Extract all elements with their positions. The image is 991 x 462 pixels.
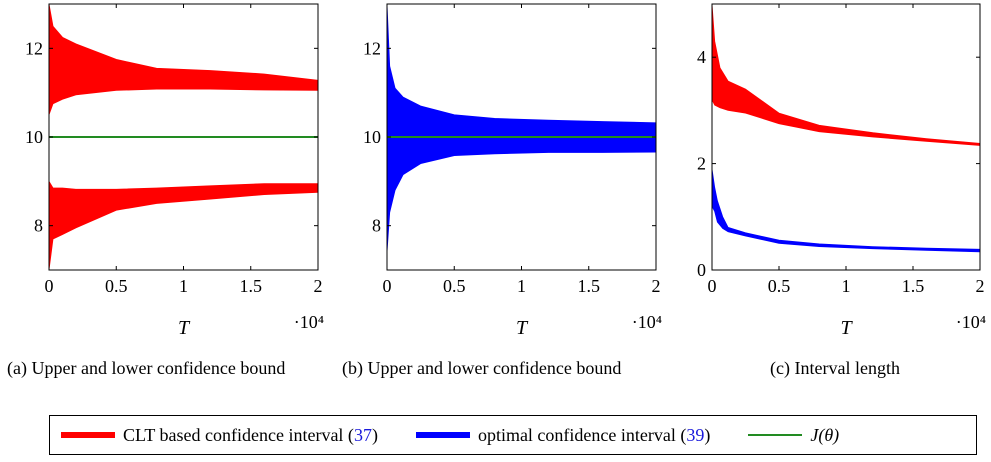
- legend-item-j: J(θ): [748, 425, 839, 446]
- caption-c: (c) Interval length: [770, 358, 900, 378]
- legend-swatch-optimal: [415, 432, 470, 438]
- x-axis-label-0: T: [178, 317, 191, 339]
- y-tick-label-0-2: 12: [25, 38, 43, 58]
- legend-item-clt: CLT based confidence interval (37): [61, 425, 378, 446]
- y-tick-label-1-1: 10: [363, 127, 381, 147]
- x-tick-label-0-4: 2: [314, 276, 323, 296]
- series-band-0-0: [49, 4, 318, 115]
- legend: CLT based confidence interval (37) optim…: [49, 415, 977, 455]
- x-tick-label-0-3: 1.5: [240, 276, 263, 296]
- plot-area-1: [387, 4, 656, 253]
- chart-2: 0 0.5 1 1.5 2 0 2 4 T ·10⁴: [697, 3, 986, 339]
- x-tick-label-2-4: 2: [976, 276, 985, 296]
- x-tick-label-0-0: 0: [45, 276, 54, 296]
- legend-label-clt: CLT based confidence interval (37): [123, 424, 378, 445]
- x-axis-label-1: T: [516, 317, 529, 339]
- x-tick-label-2-1: 0.5: [768, 276, 791, 296]
- series-band-1-0: [387, 4, 656, 253]
- y-tick-label-1-2: 12: [363, 38, 381, 58]
- y-tick-label-2-1: 2: [697, 154, 706, 174]
- x-multiplier-2: ·10⁴: [956, 312, 986, 332]
- x-tick-label-2-2: 1: [842, 276, 851, 296]
- x-tick-label-0-2: 1: [179, 276, 188, 296]
- chart-0: 0 0.5 1 1.5 2 8 10 12 T ·10⁴: [25, 3, 324, 339]
- legend-swatch-clt: [61, 432, 115, 438]
- x-tick-label-2-3: 1.5: [902, 276, 925, 296]
- x-tick-label-0-1: 0.5: [105, 276, 128, 296]
- y-tick-label-2-2: 4: [697, 47, 706, 67]
- x-tick-label-1-0: 0: [383, 276, 392, 296]
- x-axis-label-2: T: [840, 317, 853, 339]
- x-tick-label-1-1: 0.5: [443, 276, 466, 296]
- legend-swatch-j: [748, 434, 803, 436]
- plot-area-2: [712, 4, 980, 253]
- series-band-0-1: [49, 180, 318, 270]
- y-tick-label-0-0: 8: [34, 216, 43, 236]
- legend-label-j: J(θ): [810, 424, 840, 445]
- chart-1: 0 0.5 1 1.5 2 8 10 12 T ·10⁴: [363, 3, 662, 339]
- series-band-2-0: [712, 4, 980, 146]
- y-tick-label-1-0: 8: [372, 216, 381, 236]
- y-tick-label-0-1: 10: [25, 127, 43, 147]
- axis-frame-2: [711, 3, 981, 271]
- series-band-2-1: [712, 168, 980, 253]
- plot-area-0: [49, 4, 318, 270]
- x-multiplier-1: ·10⁴: [632, 312, 662, 332]
- x-tick-label-1-2: 1: [517, 276, 526, 296]
- caption-b: (b) Upper and lower confidence bound: [342, 358, 622, 378]
- y-tick-label-2-0: 0: [697, 260, 706, 280]
- x-tick-label-1-4: 2: [652, 276, 661, 296]
- caption-a: (a) Upper and lower confidence bound: [7, 358, 286, 378]
- x-multiplier-0: ·10⁴: [294, 312, 324, 332]
- legend-item-optimal: optimal confidence interval (39): [415, 424, 711, 446]
- x-tick-label-1-3: 1.5: [578, 276, 601, 296]
- legend-label-optimal: optimal confidence interval (39): [477, 424, 711, 445]
- x-tick-label-2-0: 0: [708, 276, 717, 296]
